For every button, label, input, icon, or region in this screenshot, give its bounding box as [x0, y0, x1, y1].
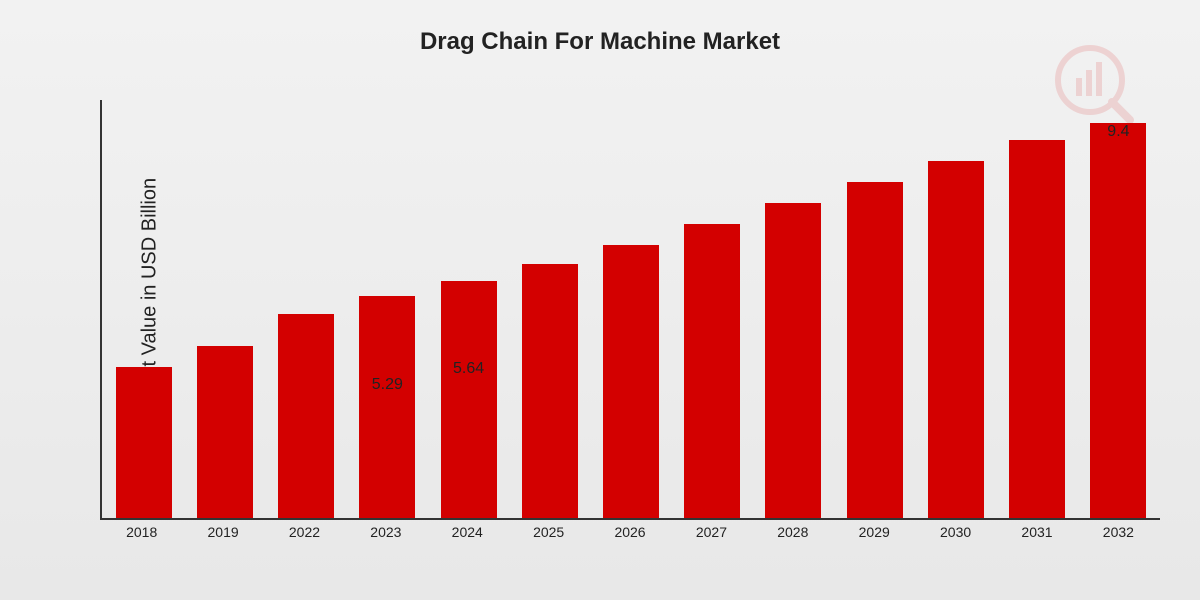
x-tick-label: 2026: [598, 524, 661, 540]
bar-2029: [843, 182, 906, 518]
bar: [197, 346, 253, 518]
bar: [603, 245, 659, 518]
bar-value-label: 5.64: [453, 360, 484, 378]
bar: [1009, 140, 1065, 518]
bar: [765, 203, 821, 518]
bar-2027: [681, 224, 744, 518]
x-tick-label: 2029: [843, 524, 906, 540]
x-tick-label: 2025: [517, 524, 580, 540]
x-tick-label: 2028: [761, 524, 824, 540]
bars-container: 5.29 5.64 9.4: [102, 100, 1160, 518]
x-tick-label: 2024: [436, 524, 499, 540]
bar-2022: [274, 314, 337, 518]
bar-2023: 5.29: [356, 296, 419, 518]
bar: [1090, 123, 1146, 518]
bar: [928, 161, 984, 518]
x-tick-label: 2022: [273, 524, 336, 540]
bar: [847, 182, 903, 518]
bar-value-label: 5.29: [372, 376, 403, 394]
x-axis-labels: 2018 2019 2022 2023 2024 2025 2026 2027 2028 2029…: [100, 524, 1160, 540]
bar-2026: [599, 245, 662, 518]
x-tick-label: 2019: [191, 524, 254, 540]
bar-2018: [112, 367, 175, 518]
x-tick-label: 2032: [1087, 524, 1150, 540]
x-tick-label: 2018: [110, 524, 173, 540]
bar-2031: [1006, 140, 1069, 518]
x-tick-label: 2031: [1005, 524, 1068, 540]
bar: [278, 314, 334, 518]
x-tick-label: 2027: [680, 524, 743, 540]
bar: [441, 281, 497, 518]
bar-2024: 5.64: [437, 281, 500, 518]
bar-2032: 9.4: [1087, 123, 1150, 518]
bar-value-label: 9.4: [1107, 123, 1129, 141]
bar-2028: [762, 203, 825, 518]
bar: [684, 224, 740, 518]
bar-2019: [193, 346, 256, 518]
chart-plot-area: 5.29 5.64 9.4: [100, 100, 1160, 520]
bar: [359, 296, 415, 518]
bar-2025: [518, 264, 581, 518]
bar-2030: [924, 161, 987, 518]
bar: [522, 264, 578, 518]
bar: [116, 367, 172, 518]
x-tick-label: 2030: [924, 524, 987, 540]
chart-title: Drag Chain For Machine Market: [420, 28, 780, 56]
x-tick-label: 2023: [354, 524, 417, 540]
